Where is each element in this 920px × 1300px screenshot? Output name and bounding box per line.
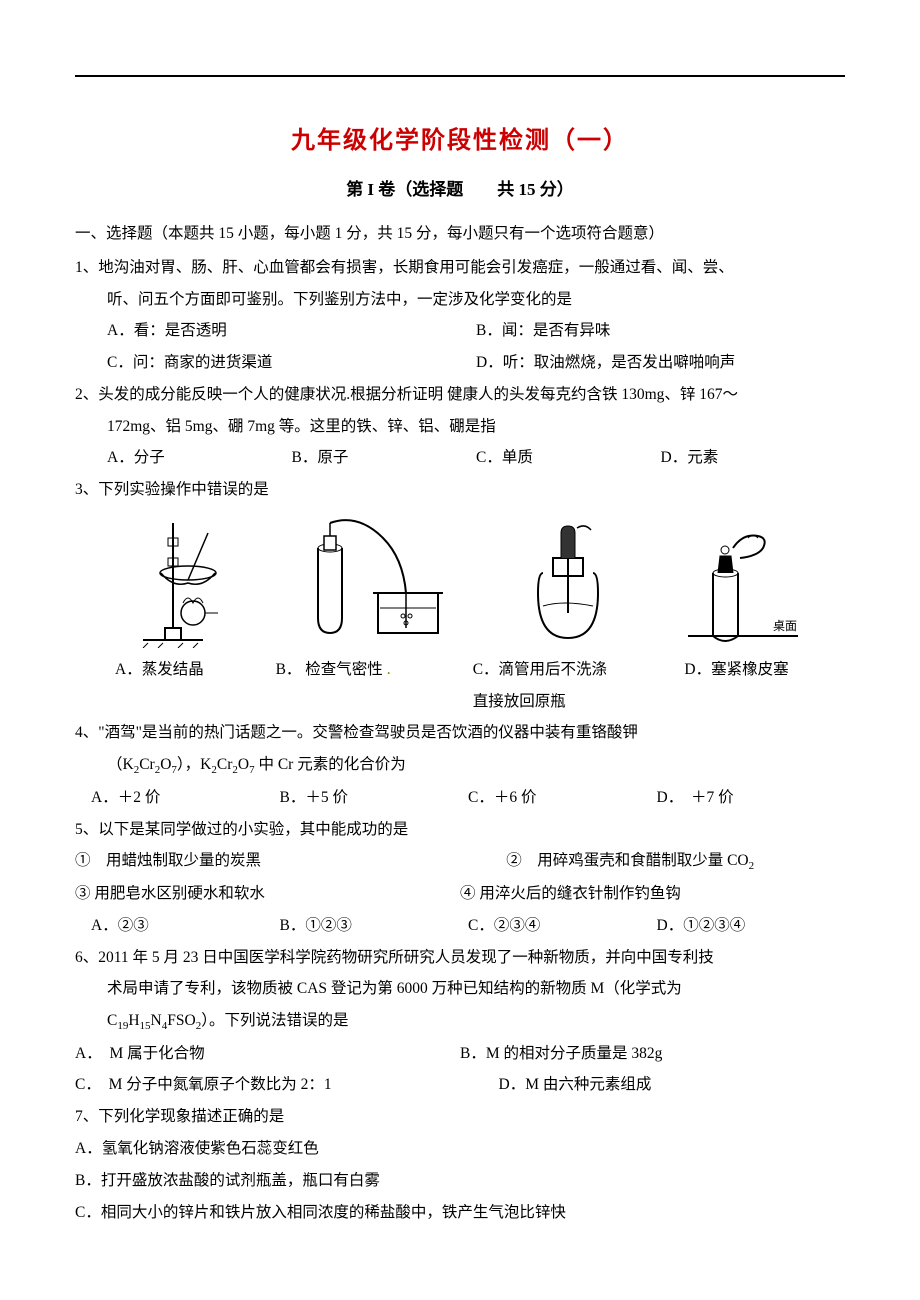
q5-o1: ① 用蜡烛制取少量的炭黑 <box>75 845 506 878</box>
q3-stem: 3、下列实验操作中错误的是 <box>75 474 845 506</box>
q7-opt-b: B．打开盛放浓盐酸的试剂瓶盖，瓶口有白雾 <box>75 1165 845 1197</box>
q6-opt-b: B．M 的相对分子质量是 382g <box>460 1038 845 1070</box>
q7-opt-a: A．氢氧化钠溶液使紫色石蕊变红色 <box>75 1133 845 1165</box>
q1-opt-b: B．闻：是否有异味 <box>476 315 845 347</box>
svg-text:桌面: 桌面 <box>773 619 797 633</box>
q1-opt-c: C．问：商家的进货渠道 <box>107 347 476 379</box>
q4-opt-b: B．＋5 价 <box>280 782 469 814</box>
q6-line3: C19H15N4FSO2）。下列说法错误的是 <box>75 1005 845 1038</box>
q7-opt-c: C．相同大小的锌片和铁片放入相同浓度的稀盐酸中，铁产生气泡比锌快 <box>75 1197 845 1229</box>
diagram-dropper <box>513 518 623 648</box>
q6-line1: 6、2011 年 5 月 23 日中国医学科学院药物研究所研究人员发现了一种新物… <box>75 942 845 974</box>
content-body: 一、选择题（本题共 15 小题，每小题 1 分，共 15 分，每小题只有一个选项… <box>75 218 845 1228</box>
diagram-airtight <box>288 518 458 648</box>
q2-opt-c: C．单质 <box>476 442 661 474</box>
q3-labels: A．蒸发结晶 B． 检查气密性 . C．滴管用后不洗涤 D．塞紧橡皮塞 <box>75 654 845 686</box>
q1-opt-d: D．听：取油燃烧，是否发出噼啪响声 <box>476 347 845 379</box>
q3-opt-b: B． 检查气密性 . <box>276 654 473 686</box>
diagram-stopper: 桌面 <box>678 518 808 648</box>
q6-opt-c: C． M 分子中氮氧原子个数比为 2：1 <box>75 1069 499 1101</box>
q1-line2: 听、问五个方面即可鉴别。下列鉴别方法中，一定涉及化学变化的是 <box>75 284 845 316</box>
q5-opt-c: C．②③④ <box>468 910 657 942</box>
q5-o4: ④ 用淬火后的缝衣针制作钓鱼钩 <box>460 878 845 910</box>
q1-line1: 1、地沟油对胃、肠、肝、心血管都会有损害，长期食用可能会引发癌症，一般通过看、闻… <box>75 252 845 284</box>
q2-line1: 2、头发的成分能反映一个人的健康状况.根据分析证明 健康人的头发每克约含铁 13… <box>75 379 845 411</box>
section-heading: 一、选择题（本题共 15 小题，每小题 1 分，共 15 分，每小题只有一个选项… <box>75 218 845 250</box>
q6-opt-d: D．M 由六种元素组成 <box>499 1069 846 1101</box>
q4-opt-c: C．＋6 价 <box>468 782 657 814</box>
q4-opt-d: D． ＋7 价 <box>657 782 846 814</box>
q3-opt-d: D．塞紧橡皮塞 <box>684 654 845 686</box>
page-title: 九年级化学阶段性检测（一） <box>75 120 845 155</box>
q2-opt-d: D．元素 <box>661 442 846 474</box>
q3-opt-a: A．蒸发结晶 <box>115 654 276 686</box>
q7-stem: 7、下列化学现象描述正确的是 <box>75 1101 845 1133</box>
q4-line2: （K2Cr2O7），K2Cr2O7 中 Cr 元素的化合价为 <box>75 749 845 782</box>
q2-line2: 172mg、铝 5mg、硼 7mg 等。这里的铁、锌、铝、硼是指 <box>75 411 845 443</box>
q2-opt-b: B．原子 <box>292 442 477 474</box>
q3-opt-c2: 直接放回原瓶 <box>473 686 685 718</box>
page-subtitle: 第 I 卷（选择题 共 15 分） <box>75 175 845 200</box>
q5-stem: 5、以下是某同学做过的小实验，其中能成功的是 <box>75 814 845 846</box>
q2-opt-a: A．分子 <box>107 442 292 474</box>
q5-opt-d: D．①②③④ <box>657 910 846 942</box>
q3-opt-c: C．滴管用后不洗涤 <box>473 654 685 686</box>
q6-opt-a: A． M 属于化合物 <box>75 1038 460 1070</box>
q5-opt-b: B．①②③ <box>280 910 469 942</box>
q4-line1: 4、"酒驾"是当前的热门话题之一。交警检查驾驶员是否饮酒的仪器中装有重铬酸钾 <box>75 717 845 749</box>
q3-diagrams: 桌面 <box>75 506 845 654</box>
q5-opt-a: A．②③ <box>91 910 280 942</box>
q5-o3: ③ 用肥皂水区别硬水和软水 <box>75 878 460 910</box>
q6-line2: 术局申请了专利，该物质被 CAS 登记为第 6000 万种已知结构的新物质 M（… <box>75 973 845 1005</box>
q4-opt-a: A．＋2 价 <box>91 782 280 814</box>
q1-opt-a: A．看：是否透明 <box>107 315 476 347</box>
top-border-line <box>75 75 845 77</box>
q3-sublabel: 直接放回原瓶 <box>75 686 845 718</box>
diagram-evaporation <box>113 518 233 648</box>
q5-o2: ② 用碎鸡蛋壳和食醋制取少量 CO2 <box>506 845 845 878</box>
